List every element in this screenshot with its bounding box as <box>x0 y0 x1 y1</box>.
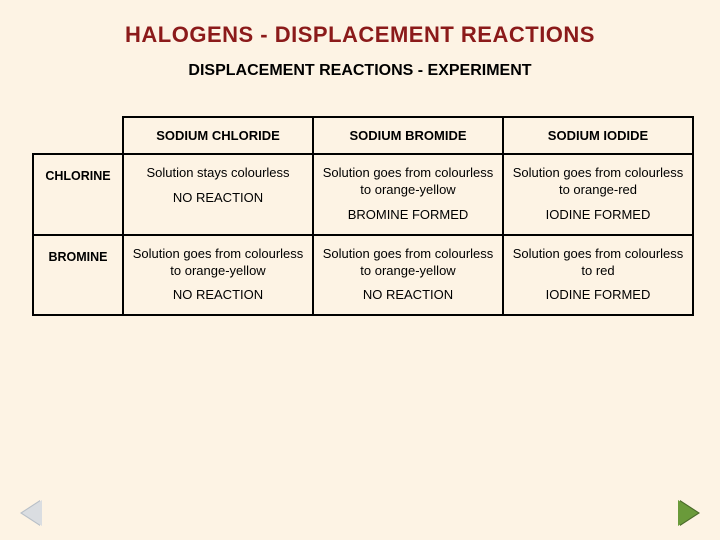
cell-observation: Solution goes from colourless to orange-… <box>130 246 306 280</box>
cell-result: IODINE FORMED <box>510 287 686 304</box>
col-header-sodium-chloride: SODIUM CHLORIDE <box>123 117 313 154</box>
cell-result: NO REACTION <box>320 287 496 304</box>
cell-result: NO REACTION <box>130 287 306 304</box>
reactions-table: SODIUM CHLORIDE SODIUM BROMIDE SODIUM IO… <box>32 116 694 316</box>
cell-result: IODINE FORMED <box>510 207 686 224</box>
page-subtitle: DISPLACEMENT REACTIONS - EXPERIMENT <box>0 48 720 80</box>
prev-arrow-icon[interactable] <box>20 500 40 526</box>
col-header-sodium-iodide: SODIUM IODIDE <box>503 117 693 154</box>
cell-bromine-nabr: Solution goes from colourless to orange-… <box>313 235 503 316</box>
cell-observation: Solution stays colourless <box>130 165 306 182</box>
reactions-table-container: SODIUM CHLORIDE SODIUM BROMIDE SODIUM IO… <box>0 80 720 316</box>
table-row: CHLORINE Solution stays colourless NO RE… <box>33 154 693 235</box>
cell-observation: Solution goes from colourless to orange-… <box>510 165 686 199</box>
cell-bromine-nacl: Solution goes from colourless to orange-… <box>123 235 313 316</box>
page-title: HALOGENS - DISPLACEMENT REACTIONS <box>0 0 720 48</box>
cell-result: BROMINE FORMED <box>320 207 496 224</box>
next-arrow-icon[interactable] <box>680 500 700 526</box>
cell-bromine-nai: Solution goes from colourless to red IOD… <box>503 235 693 316</box>
cell-observation: Solution goes from colourless to orange-… <box>320 246 496 280</box>
cell-observation: Solution goes from colourless to red <box>510 246 686 280</box>
row-header-chlorine: CHLORINE <box>33 154 123 235</box>
cell-chlorine-nabr: Solution goes from colourless to orange-… <box>313 154 503 235</box>
cell-chlorine-nai: Solution goes from colourless to orange-… <box>503 154 693 235</box>
cell-result: NO REACTION <box>130 190 306 207</box>
cell-chlorine-nacl: Solution stays colourless NO REACTION <box>123 154 313 235</box>
row-header-bromine: BROMINE <box>33 235 123 316</box>
blank-corner-cell <box>33 117 123 154</box>
table-row: BROMINE Solution goes from colourless to… <box>33 235 693 316</box>
table-header-row: SODIUM CHLORIDE SODIUM BROMIDE SODIUM IO… <box>33 117 693 154</box>
cell-observation: Solution goes from colourless to orange-… <box>320 165 496 199</box>
col-header-sodium-bromide: SODIUM BROMIDE <box>313 117 503 154</box>
